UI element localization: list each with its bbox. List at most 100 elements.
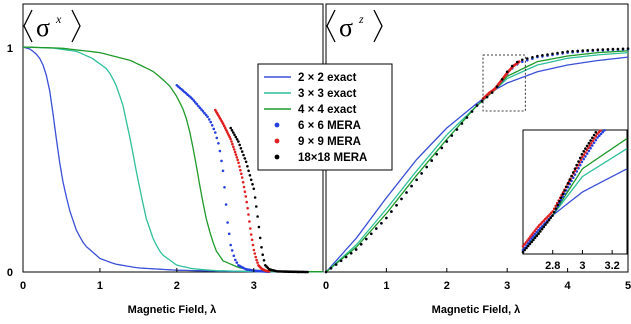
data-point: [532, 238, 535, 242]
data-point: [591, 136, 594, 140]
data-point: [584, 147, 587, 150]
sigma-x-xlabel: Magnetic Field, λ: [128, 304, 217, 316]
data-point: [521, 58, 524, 62]
data-point: [380, 222, 383, 225]
data-point: [591, 139, 595, 143]
legend-label: 2 × 2 exact: [298, 72, 357, 84]
data-point: [206, 115, 209, 119]
data-point: [252, 187, 256, 191]
data-point: [201, 110, 205, 113]
data-point: [257, 225, 261, 229]
data-point: [242, 185, 246, 189]
left-angle-bracket: [23, 9, 33, 43]
data-point: [197, 104, 200, 108]
data-point: [530, 240, 533, 244]
data-point: [239, 168, 242, 172]
data-point: [420, 172, 423, 175]
data-point: [594, 131, 598, 134]
data-point: [210, 124, 214, 127]
data-point: [405, 191, 408, 194]
data-point: [580, 153, 584, 156]
data-point: [242, 153, 245, 157]
data-point: [592, 141, 596, 145]
legend-entry-6-6-mera: 6 × 6 MERA: [274, 120, 361, 132]
legend-label: 4 × 4 exact: [298, 104, 357, 116]
inset-x-tick-label: 2.8: [545, 260, 560, 272]
data-point: [599, 129, 602, 133]
data-point: [236, 158, 239, 162]
sigma-z-x-tick-label: 1: [383, 280, 389, 292]
data-point: [526, 239, 529, 242]
sigma-z-label-sup: z: [358, 12, 364, 26]
data-point: [247, 213, 250, 216]
data-point: [329, 267, 333, 270]
data-point: [575, 163, 578, 167]
sigma-z-plot-area: [324, 47, 630, 274]
sigma-x-series-6-6-mera: [175, 84, 271, 274]
data-point: [390, 210, 393, 213]
data-point: [521, 250, 525, 254]
sigma-z-label-main: σ: [339, 13, 353, 42]
data-point: [601, 130, 604, 134]
data-point: [526, 57, 529, 60]
data-point: [248, 174, 252, 177]
data-point: [592, 133, 596, 137]
data-point: [227, 232, 231, 236]
sigma-z-x-tick-label: 2: [444, 280, 450, 292]
sigma-z-panel-label: σ z: [326, 9, 383, 43]
data-point: [217, 142, 220, 145]
data-point: [344, 255, 348, 259]
data-point: [204, 113, 208, 117]
data-point: [525, 246, 528, 250]
data-point: [253, 252, 257, 255]
sigma-z-x-ticks: 0 1 2 3 4 5: [323, 268, 631, 292]
data-point: [215, 136, 219, 140]
data-point: [240, 150, 244, 153]
data-point: [375, 227, 378, 230]
data-point: [339, 259, 343, 263]
data-point: [621, 47, 625, 51]
data-point: [212, 127, 216, 131]
data-point: [224, 203, 228, 206]
data-point: [395, 204, 398, 207]
data-point: [229, 137, 232, 141]
sigma-x-panel-label: σ x: [23, 9, 81, 43]
data-point: [598, 134, 601, 137]
legend-dot-swatch: [274, 122, 280, 128]
data-point: [445, 140, 449, 143]
data-point: [246, 165, 249, 168]
data-point: [435, 153, 439, 156]
data-point: [241, 180, 245, 184]
data-point: [554, 207, 558, 210]
data-point: [354, 248, 358, 251]
data-point: [516, 60, 519, 64]
data-point: [542, 225, 546, 229]
data-point: [558, 200, 561, 203]
data-point: [232, 148, 236, 151]
sigma-x-ytick-0: 0: [7, 267, 13, 279]
data-point: [256, 261, 259, 264]
data-point: [576, 49, 579, 53]
data-point: [246, 206, 249, 210]
data-point: [221, 169, 225, 173]
sigma-x-x-tick-label: 3: [251, 280, 257, 292]
data-point: [532, 231, 535, 234]
data-point: [254, 255, 257, 259]
data-point: [526, 59, 529, 62]
data-point: [249, 227, 252, 230]
data-point: [251, 183, 254, 186]
data-point: [510, 64, 514, 68]
inset-plot-area: [521, 129, 628, 254]
data-point: [229, 243, 232, 247]
data-point: [260, 246, 263, 249]
data-point: [194, 101, 197, 104]
sigma-x-x-tick-label: 0: [20, 280, 26, 292]
data-point: [249, 178, 253, 182]
data-point: [530, 233, 534, 236]
data-point: [200, 108, 203, 111]
sigma-x-series-18-18-mera: [229, 126, 309, 274]
sigma-x-label-sup: x: [55, 12, 62, 26]
data-point: [521, 60, 524, 64]
sigma-x-x-tick-label: 1: [97, 280, 103, 292]
data-point: [518, 60, 521, 63]
